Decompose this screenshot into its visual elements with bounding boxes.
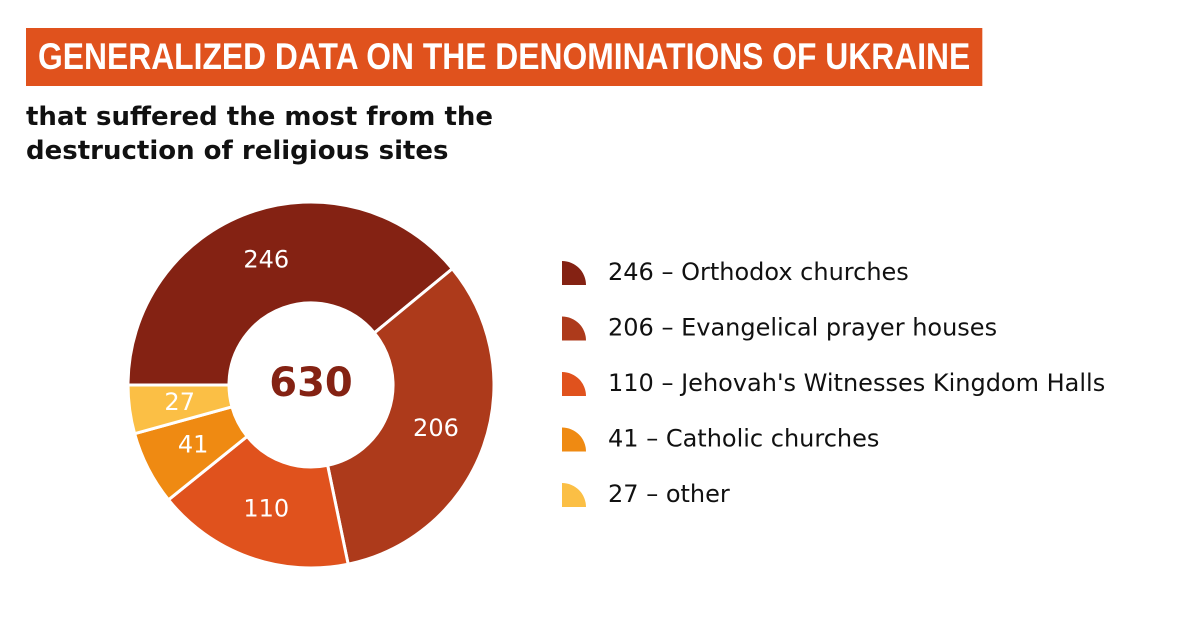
legend-value: 110 xyxy=(608,369,654,397)
slice xyxy=(126,383,234,436)
legend-value: 27 xyxy=(608,480,639,508)
legend-swatch xyxy=(562,483,586,507)
value-label: 206 xyxy=(413,414,459,442)
legend-separator: – xyxy=(661,314,673,342)
value-label: 27 xyxy=(164,388,195,416)
total-label: 630 xyxy=(269,360,353,406)
legend-swatch xyxy=(562,261,586,285)
legend-separator: – xyxy=(646,425,658,453)
legend-entry: 41 – Catholic churches xyxy=(608,425,879,453)
slice xyxy=(126,200,455,387)
chart-subtitle: that suffered the most from the destruct… xyxy=(26,102,494,166)
legend-entry: 27 – other xyxy=(608,480,730,508)
legend-label: Catholic churches xyxy=(666,425,880,453)
slice xyxy=(166,434,350,570)
legend-value: 41 xyxy=(608,425,639,453)
legend-value: 206 xyxy=(608,314,654,342)
value-label: 110 xyxy=(243,495,289,523)
legend-entry: 206 – Evangelical prayer houses xyxy=(608,314,997,342)
legend-label: other xyxy=(666,480,730,508)
legend-entry: 246 – Orthodox churches xyxy=(608,258,909,286)
legend-separator: – xyxy=(661,258,673,286)
legend-value: 246 xyxy=(608,258,654,286)
slice xyxy=(325,266,496,566)
legend-swatch xyxy=(562,372,586,396)
chart-title: GENERALIZED DATA ON THE DENOMINATIONS OF… xyxy=(26,28,983,86)
legend-swatch xyxy=(562,316,586,341)
value-label: 246 xyxy=(243,245,289,273)
legend-label: Jehovah's Witnesses Kingdom Halls xyxy=(679,369,1105,397)
legend-label: Evangelical prayer houses xyxy=(681,314,997,342)
value-label: 41 xyxy=(178,430,209,458)
legend-entry: 110 – Jehovah's Witnesses Kingdom Halls xyxy=(608,369,1105,397)
legend-separator: – xyxy=(646,480,658,508)
legend-label: Orthodox churches xyxy=(681,258,909,286)
legend-separator: – xyxy=(661,369,673,397)
legend-swatch xyxy=(562,427,586,452)
